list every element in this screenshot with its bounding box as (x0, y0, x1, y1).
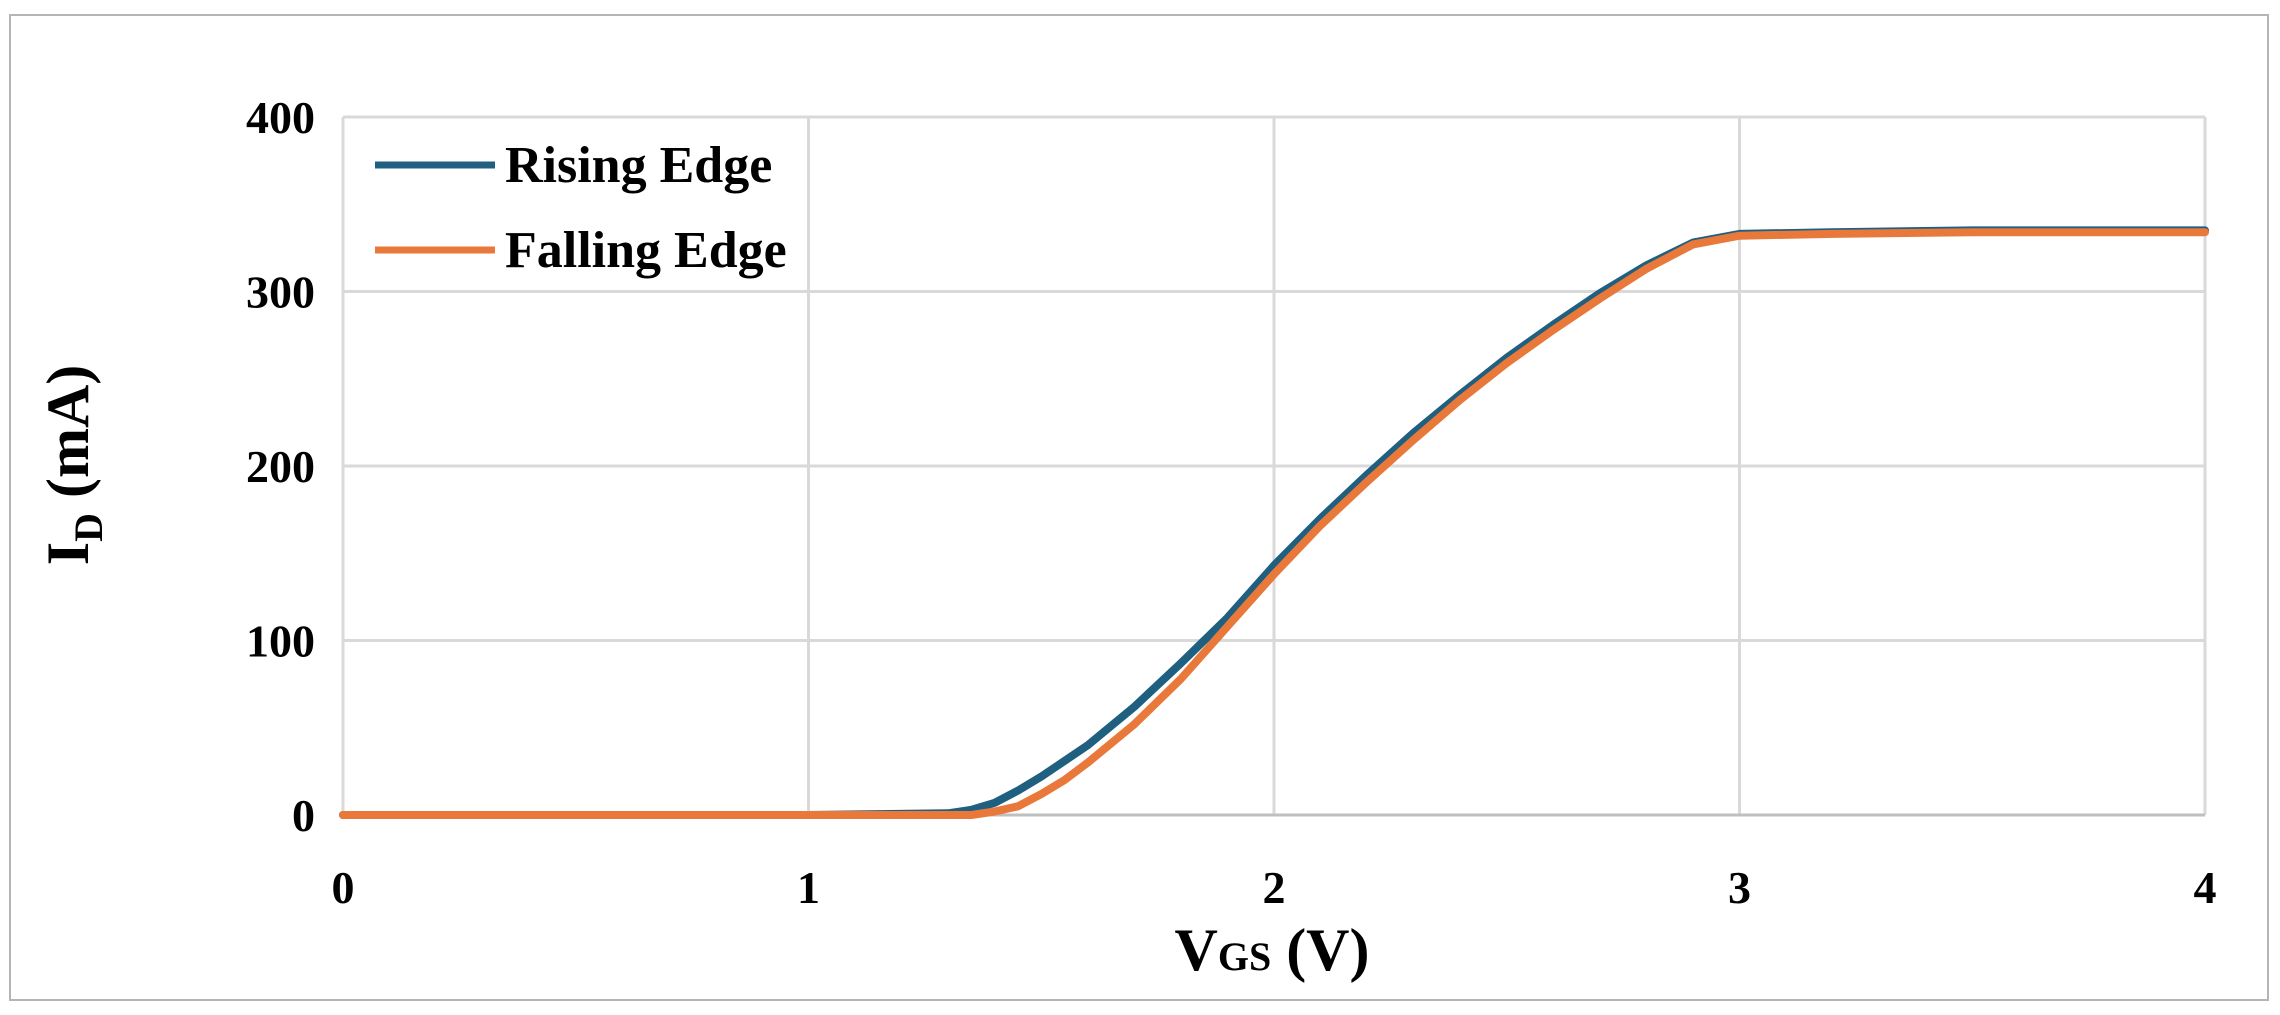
y-tick-label: 0 (292, 790, 315, 841)
x-tick-label: 0 (332, 862, 355, 913)
legend-label-falling-edge: Falling Edge (505, 222, 787, 279)
y-axis-label: ID (mA) (35, 365, 111, 566)
x-axis-label: VGS (V) (1175, 917, 1370, 983)
series-lines (339, 226, 2209, 819)
x-tick-label: 4 (2194, 862, 2217, 913)
x-tick-label: 1 (797, 862, 820, 913)
y-tick-label: 200 (246, 441, 315, 492)
chart-frame (9, 14, 2269, 1001)
x-tick-labels: 0 1 2 3 4 (332, 862, 2217, 913)
x-tick-label: 3 (1728, 862, 1751, 913)
y-tick-label: 100 (246, 616, 315, 667)
y-tick-labels: 0 100 200 300 400 (246, 92, 315, 841)
y-tick-label: 400 (246, 92, 315, 143)
legend: Rising Edge Falling Edge (375, 137, 787, 279)
y-tick-label: 300 (246, 267, 315, 318)
series-line-falling-edge (339, 228, 2209, 819)
legend-label-rising-edge: Rising Edge (505, 137, 772, 194)
x-tick-label: 2 (1263, 862, 1286, 913)
